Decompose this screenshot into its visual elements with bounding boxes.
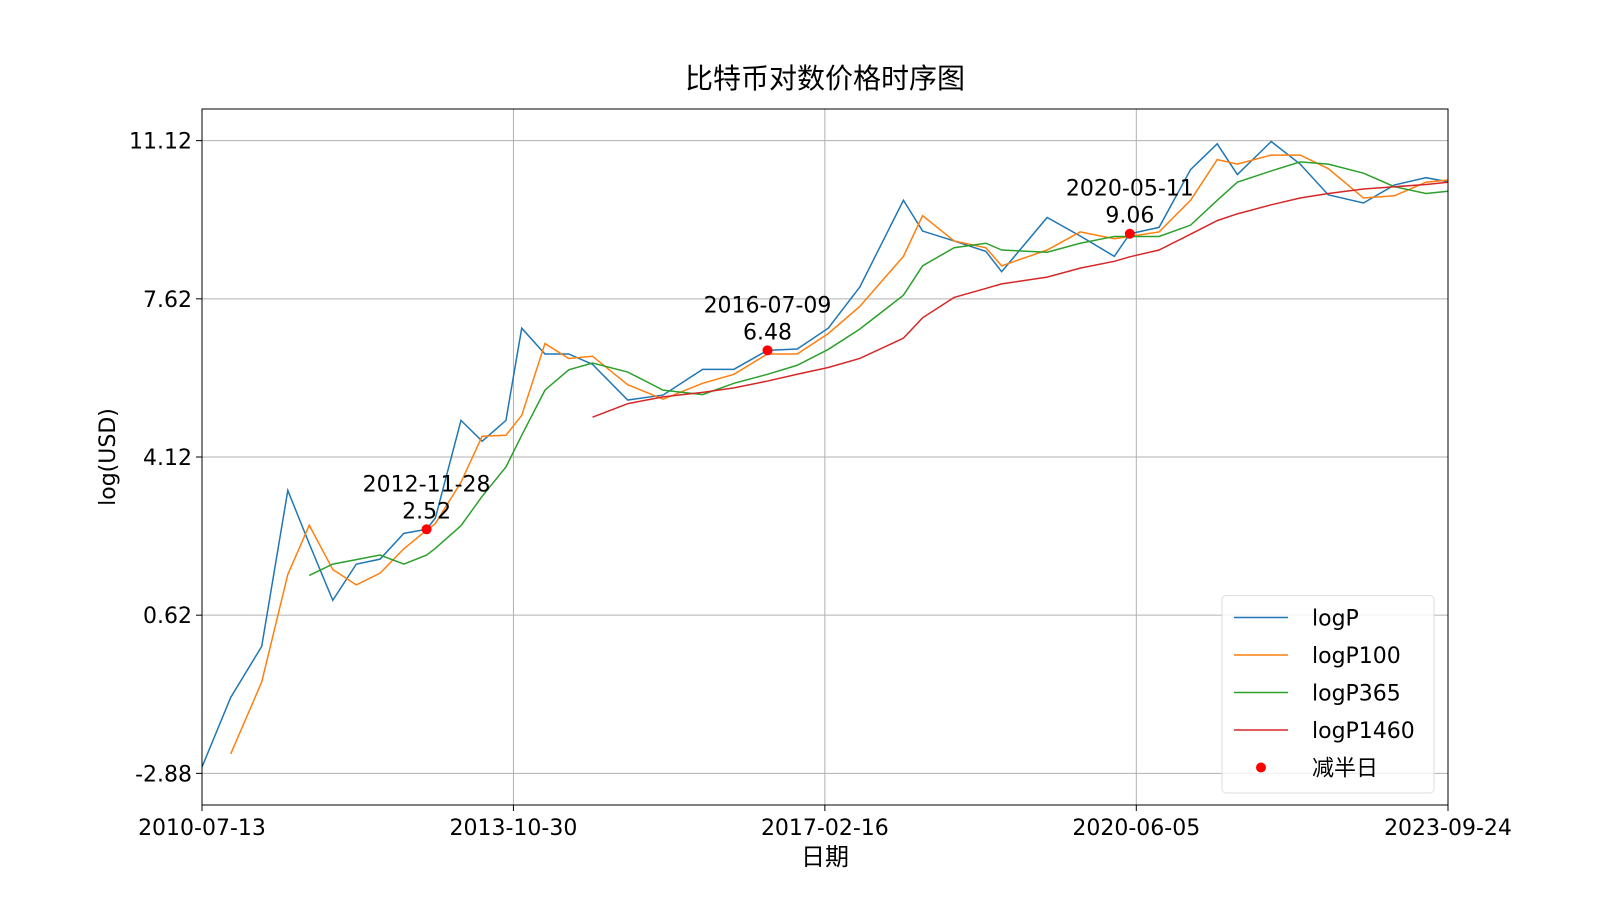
halving-date-label: 2012-11-28 [363, 472, 491, 497]
series-line [308, 161, 1449, 577]
x-tick-label: 2023-09-24 [1384, 816, 1512, 841]
legend-label: logP [1312, 607, 1359, 632]
chart-title: 比特币对数价格时序图 [685, 62, 965, 95]
halving-value-label: 2.52 [402, 499, 451, 524]
y-tick-label: -2.88 [135, 762, 192, 787]
x-axis-label: 日期 [801, 843, 849, 871]
x-tick-label: 2010-07-13 [138, 816, 266, 841]
legend-label: 减半日 [1312, 757, 1378, 782]
y-tick-label: 4.12 [143, 446, 192, 471]
halving-value-label: 9.06 [1105, 204, 1154, 229]
legend-label: logP100 [1312, 644, 1401, 669]
halving-value-label: 6.48 [743, 320, 792, 345]
series-line [592, 181, 1449, 418]
y-tick-label: 0.62 [143, 604, 192, 629]
halving-point [421, 524, 432, 535]
x-tick-label: 2020-06-05 [1072, 816, 1200, 841]
legend-swatch [1256, 762, 1266, 773]
halving-point [1124, 228, 1135, 239]
halving-date-label: 2016-07-09 [704, 293, 832, 318]
y-tick-label: 7.62 [143, 288, 192, 313]
legend-box [1221, 595, 1435, 794]
y-tick-label: 11.12 [129, 130, 192, 155]
halving-point [762, 345, 773, 356]
y-axis-label: log(USD) [96, 408, 121, 506]
halving-date-label: 2020-05-11 [1066, 177, 1194, 202]
series-line [230, 154, 1449, 755]
legend-label: logP365 [1312, 682, 1401, 707]
x-tick-label: 2017-02-16 [761, 816, 889, 841]
plot-frame [201, 108, 1449, 806]
legend: logP logP100 logP365 logP1460 减半日 [1221, 595, 1435, 794]
series-line [201, 140, 1449, 768]
x-tick-label: 2013-10-30 [450, 816, 578, 841]
legend-label: logP1460 [1312, 719, 1415, 744]
